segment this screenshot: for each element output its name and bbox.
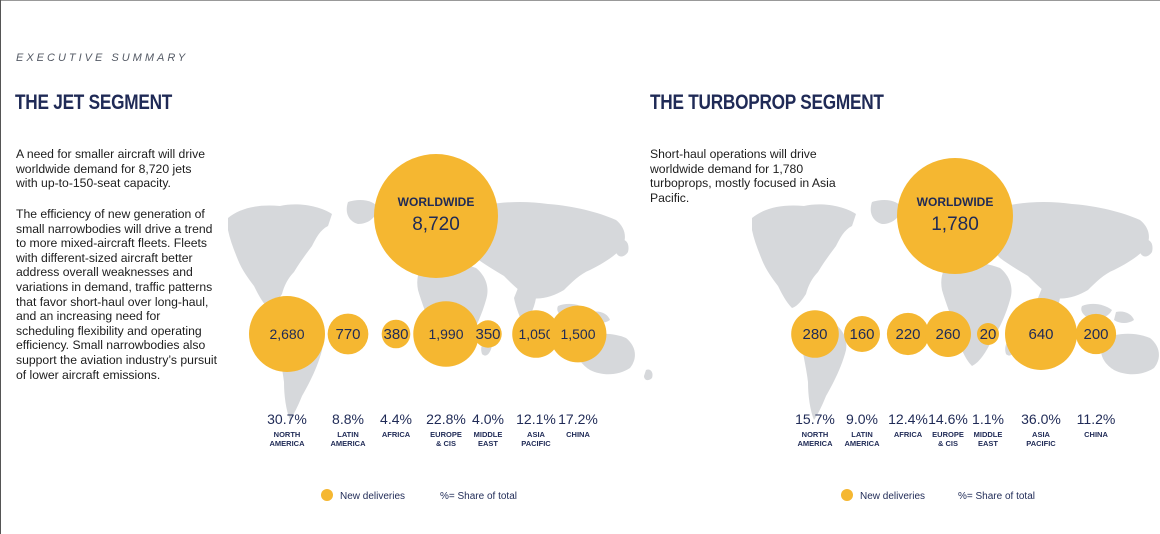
turboprop-segment-title: THE TURBOPROP SEGMENT bbox=[650, 91, 884, 114]
jet-segment-title: THE JET SEGMENT bbox=[15, 91, 173, 114]
jet-region-label-eu: EUROPE bbox=[430, 430, 462, 439]
jet-legend-swatch bbox=[321, 489, 333, 501]
jet-share-af: 4.4% bbox=[380, 411, 412, 427]
page-left-border bbox=[0, 0, 1, 534]
turboprop-region-label-la: AMERICA bbox=[845, 439, 881, 448]
turboprop-region-label-cn: CHINA bbox=[1084, 430, 1108, 439]
turboprop-worldwide-label: WORLDWIDE bbox=[917, 195, 994, 209]
jet-legend-share: %= Share of total bbox=[440, 491, 517, 502]
jet-region-label-la: AMERICA bbox=[331, 439, 367, 448]
turboprop-region-label-na: AMERICA bbox=[798, 439, 834, 448]
jet-region-label-af: AFRICA bbox=[382, 430, 411, 439]
jet-region-label-na: NORTH bbox=[274, 430, 301, 439]
jet-bubble-value-cn: 1,500 bbox=[560, 326, 595, 342]
turboprop-region-label-me: EAST bbox=[978, 439, 998, 448]
turboprop-region-label-ap: ASIA bbox=[1032, 430, 1051, 439]
jet-bubble-af bbox=[381, 319, 411, 349]
page-top-border bbox=[0, 0, 1160, 1]
turboprop-share-na: 15.7% bbox=[795, 411, 835, 427]
turboprop-intro-paragraph: Short-haul operations will drive worldwi… bbox=[650, 147, 836, 205]
turboprop-legend-deliveries: New deliveries bbox=[860, 491, 925, 502]
jet-share-na: 30.7% bbox=[267, 411, 307, 427]
turboprop-worldwide-bubble bbox=[897, 158, 1013, 274]
turboprop-bubble-value-eu: 260 bbox=[935, 326, 960, 343]
jet-share-eu: 22.8% bbox=[426, 411, 466, 427]
turboprop-share-me: 1.1% bbox=[972, 411, 1004, 427]
jet-bubble-na bbox=[249, 296, 325, 372]
jet-region-label-la: LATIN bbox=[337, 430, 359, 439]
jet-bubble-eu bbox=[413, 301, 479, 367]
turboprop-bubble-value-na: 280 bbox=[802, 326, 827, 343]
turboprop-bubble-na bbox=[791, 310, 839, 358]
turboprop-bubble-la bbox=[844, 316, 880, 352]
jet-bubble-value-af: 380 bbox=[383, 326, 408, 343]
turboprop-bubble-me bbox=[977, 323, 999, 345]
section-eyebrow: EXECUTIVE SUMMARY bbox=[16, 52, 189, 64]
turboprop-share-cn: 11.2% bbox=[1077, 411, 1116, 427]
turboprop-share-ap: 36.0% bbox=[1021, 411, 1061, 427]
turboprop-region-label-eu: EUROPE bbox=[932, 430, 964, 439]
turboprop-bubble-value-ap: 640 bbox=[1028, 326, 1053, 343]
jet-worldwide-label: WORLDWIDE bbox=[398, 195, 475, 209]
jet-bubble-ap bbox=[512, 310, 560, 358]
jet-worldwide-value: 8,720 bbox=[412, 214, 460, 235]
jet-legend-deliveries: New deliveries bbox=[340, 491, 405, 502]
jet-bubble-chart: WORLDWIDE8,7202,68030.7%NORTHAMERICA7708… bbox=[249, 154, 607, 502]
jet-bubble-value-eu: 1,990 bbox=[428, 326, 463, 342]
jet-region-label-eu: & CIS bbox=[436, 439, 456, 448]
jet-bubble-cn bbox=[549, 305, 607, 363]
jet-share-me: 4.0% bbox=[472, 411, 504, 427]
turboprop-bubble-af bbox=[886, 312, 930, 356]
turboprop-region-label-eu: & CIS bbox=[938, 439, 958, 448]
turboprop-region-label-me: MIDDLE bbox=[974, 430, 1003, 439]
jet-bubble-value-na: 2,680 bbox=[269, 326, 304, 342]
jet-region-label-me: MIDDLE bbox=[474, 430, 503, 439]
jet-intro-paragraph: A need for smaller aircraft will drive w… bbox=[16, 147, 205, 191]
jet-bubble-la bbox=[327, 313, 369, 355]
jet-bubble-me bbox=[474, 320, 502, 348]
jet-bubble-value-me: 350 bbox=[475, 326, 500, 343]
turboprop-worldwide-value: 1,780 bbox=[931, 214, 979, 235]
jet-share-ap: 12.1% bbox=[516, 411, 556, 427]
jet-share-la: 8.8% bbox=[332, 411, 364, 427]
turboprop-bubble-value-af: 220 bbox=[895, 326, 920, 343]
jet-bubble-value-ap: 1,050 bbox=[518, 326, 553, 342]
turboprop-bubble-eu bbox=[925, 311, 971, 357]
turboprop-share-eu: 14.6% bbox=[928, 411, 968, 427]
turboprop-bubble-value-me: 20 bbox=[980, 326, 997, 343]
jet-worldwide-bubble bbox=[374, 154, 498, 278]
turboprop-share-la: 9.0% bbox=[846, 411, 878, 427]
jet-region-label-cn: CHINA bbox=[566, 430, 590, 439]
turboprop-region-label-af: AFRICA bbox=[894, 430, 923, 439]
turboprop-bubble-chart: WORLDWIDE1,78028015.7%NORTHAMERICA1609.0… bbox=[791, 158, 1117, 502]
jet-share-cn: 17.2% bbox=[558, 411, 598, 427]
turboprop-region-label-ap: PACIFIC bbox=[1026, 439, 1056, 448]
turboprop-share-af: 12.4% bbox=[888, 411, 928, 427]
turboprop-bubble-ap bbox=[1005, 298, 1077, 370]
jet-region-label-ap: PACIFIC bbox=[521, 439, 551, 448]
turboprop-region-label-la: LATIN bbox=[851, 430, 873, 439]
jet-region-label-ap: ASIA bbox=[527, 430, 546, 439]
turboprop-bubble-value-la: 160 bbox=[849, 326, 874, 343]
turboprop-legend-share: %= Share of total bbox=[958, 491, 1035, 502]
turboprop-bubble-value-cn: 200 bbox=[1083, 326, 1108, 343]
jet-region-label-na: AMERICA bbox=[270, 439, 306, 448]
turboprop-legend-swatch bbox=[841, 489, 853, 501]
jet-region-label-me: EAST bbox=[478, 439, 498, 448]
jet-bubble-value-la: 770 bbox=[335, 326, 360, 343]
turboprop-region-label-na: NORTH bbox=[802, 430, 829, 439]
jet-body-paragraph: The efficiency of new generation of smal… bbox=[16, 207, 217, 382]
turboprop-bubble-cn bbox=[1075, 313, 1117, 355]
